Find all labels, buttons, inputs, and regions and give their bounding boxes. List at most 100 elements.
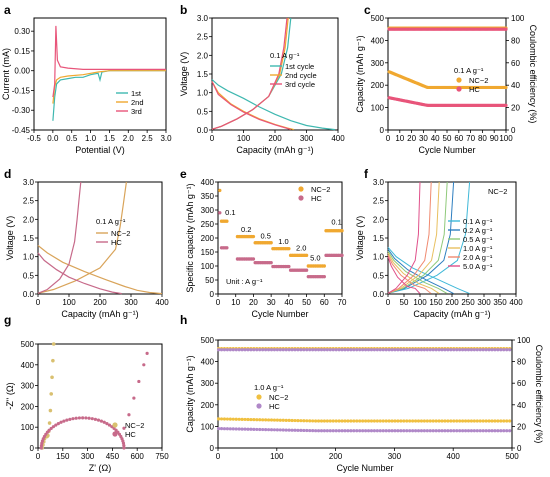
rate-annotation: 0.1 A g⁻¹ [454, 66, 484, 75]
panel-letter: b [180, 3, 187, 17]
ce-point [425, 348, 429, 352]
ce-point [331, 348, 335, 352]
ce-point [504, 27, 508, 31]
x-tick-label: 200 [268, 134, 282, 143]
y-tick-label: 0 [30, 444, 35, 453]
capacity-point [411, 419, 415, 423]
capacity-point [325, 419, 329, 423]
x-tick-label: 50 [400, 298, 409, 307]
charge-curve-0 [37, 181, 127, 294]
capacity-point [466, 429, 471, 433]
capacity-point [308, 419, 312, 423]
hc-eis-point [105, 422, 109, 426]
ce-point [428, 348, 432, 352]
ce-point [452, 348, 456, 352]
hc-eis-point [54, 423, 58, 427]
x-axis-label: Cycle Number [251, 309, 308, 319]
capacity-point [484, 419, 488, 423]
ce-point [493, 348, 497, 352]
legend-entry: 1st [131, 89, 142, 98]
plot-frame [211, 17, 339, 131]
y-tick-label: 400 [21, 361, 35, 370]
rate-annotation: 0.1 A g⁻¹ [96, 217, 126, 226]
y2-tick-label: 0 [517, 444, 522, 453]
legend-entry: 3rd cycle [285, 80, 315, 89]
y-tick-label: 2.5 [23, 197, 35, 206]
ce-point [249, 348, 253, 352]
capacity-point [378, 419, 382, 423]
ce-point [311, 348, 315, 352]
capacity-point [428, 419, 432, 423]
y-tick-label: 0.0 [23, 290, 35, 299]
x-tick-label: 400 [155, 298, 169, 307]
capacity-point [225, 427, 230, 431]
rate-label: 1.0 [278, 237, 288, 246]
capacity-point [387, 419, 391, 423]
capacity-point [243, 427, 247, 431]
capacity-point [440, 429, 444, 433]
cv-curve-1 [52, 70, 166, 104]
ce-point [355, 348, 359, 352]
ce-point [481, 348, 485, 352]
x-tick-label: 1.0 [85, 134, 97, 143]
capacity-point [493, 429, 497, 433]
capacity-point [505, 429, 509, 433]
nc2-eis-point [50, 375, 54, 380]
ce-point [369, 348, 374, 352]
ce-point [378, 348, 382, 352]
ce-point [487, 348, 491, 352]
capacity-point [264, 428, 268, 432]
capacity-point [311, 429, 315, 433]
capacity-point [246, 417, 250, 422]
capacity-point [234, 427, 238, 431]
capacity-point [337, 419, 341, 423]
x-tick-label: 600 [131, 452, 145, 461]
ce-point [405, 348, 409, 352]
x-tick-label: 200 [445, 298, 459, 307]
ce-point [281, 348, 285, 352]
capacity-point [375, 419, 379, 423]
ce-point [361, 348, 365, 352]
hc-eis-point [122, 446, 126, 450]
capacity-point [343, 429, 347, 433]
ce-point [296, 348, 300, 352]
y-axis-label: Capacity (mAh g⁻¹) [185, 355, 195, 432]
capacity-point [408, 429, 412, 433]
capacity-point [387, 429, 391, 433]
ce-point [231, 348, 235, 352]
x-tick-label: 450 [106, 452, 120, 461]
capacity-point [363, 429, 368, 433]
legend-entry: NC−2 [111, 229, 130, 238]
ce-point [416, 348, 421, 352]
ce-point [319, 348, 324, 352]
y-tick-label: 2.0 [373, 215, 385, 224]
ce-point [366, 348, 371, 352]
ce-point [255, 348, 259, 352]
x-tick-label: 3.0 [160, 134, 172, 143]
y-tick-label: 1.0 [23, 253, 35, 262]
ce-point [284, 348, 288, 352]
ce-point [228, 348, 232, 352]
hc-eis-point [122, 444, 126, 448]
capacity-point [296, 419, 300, 423]
x-tick-label: 40 [431, 134, 440, 143]
capacity-point [269, 418, 274, 422]
charge-curve-1 [211, 17, 289, 130]
hc-eis-point [137, 379, 141, 384]
legend-entry: HC [311, 194, 322, 203]
y-tick-label: 2.5 [373, 197, 385, 206]
ce-point [363, 348, 368, 352]
rate-annotation: 1.0 A g⁻¹ [254, 383, 284, 392]
ce-point [381, 348, 385, 352]
capacity-point [237, 417, 241, 421]
panel-g: g 0 150 300 450 600 750 0 100 200 300 400 500 Z' (Ω) -… [4, 313, 169, 473]
hc-eis-point [51, 425, 56, 429]
x-tick-label: 0.5 [66, 134, 78, 143]
panel-title: NC−2 [488, 187, 507, 196]
legend-entry: 2nd [131, 98, 144, 107]
y-tick-label: 150 [201, 248, 215, 257]
capacity-point [472, 419, 476, 423]
y-tick-label: 100 [371, 104, 385, 113]
y-tick-label: 300 [201, 379, 215, 388]
panel-f: f 0 50 100 150 200 250 300 350 400 0.0 0.5 1.0 1.5 2.0… [355, 167, 523, 319]
